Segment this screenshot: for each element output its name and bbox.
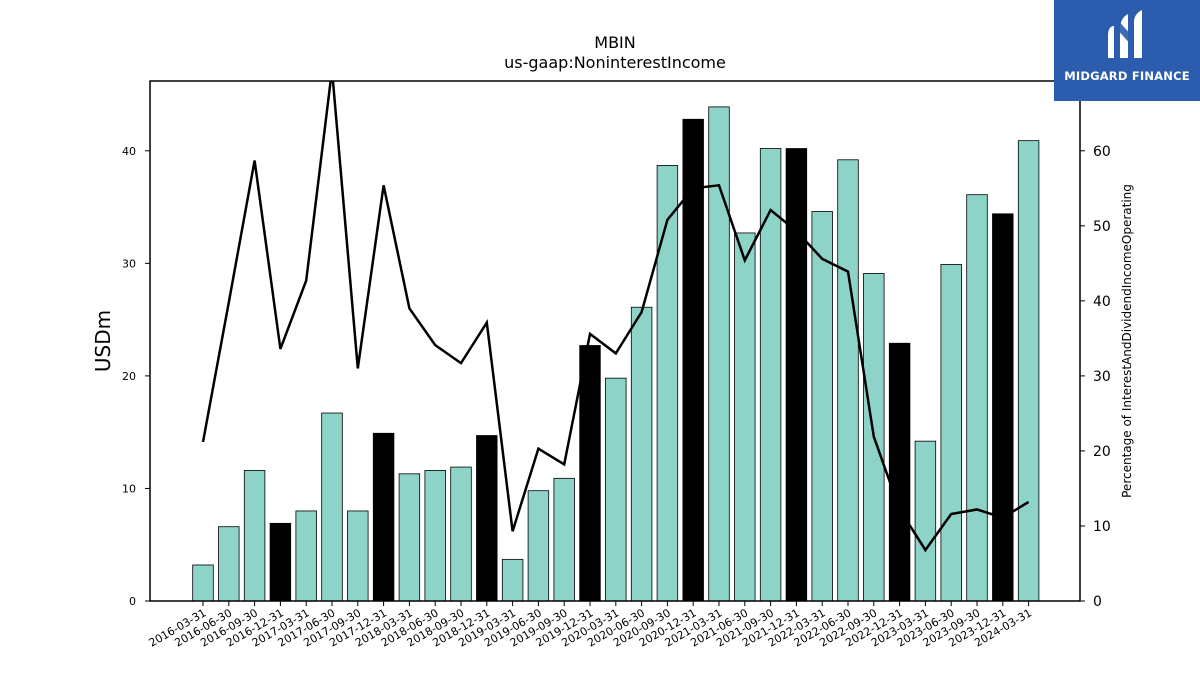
bar-2016-03-31 bbox=[192, 564, 214, 602]
bar-2024-03-31 bbox=[1017, 140, 1040, 602]
bar-2021-12-31 bbox=[785, 148, 808, 602]
y-tick-label-right: 60 bbox=[1093, 144, 1111, 160]
line-series bbox=[201, 81, 1030, 553]
midgard-finance-logo: MIDGARD FINANCE bbox=[1054, 0, 1200, 101]
bar-2019-06-30 bbox=[527, 490, 550, 602]
y-tick-label-left: 10 bbox=[122, 482, 136, 495]
midgard-m-icon bbox=[1108, 10, 1142, 58]
bar-2020-12-31 bbox=[682, 118, 704, 602]
bar-2021-03-31 bbox=[708, 106, 730, 602]
y-tick-label-right: 0 bbox=[1093, 594, 1102, 610]
chart-subtitle: us-gaap:NoninterestIncome bbox=[504, 53, 726, 72]
y-tick-label-right: 40 bbox=[1093, 294, 1111, 310]
bar-2020-03-31 bbox=[605, 377, 627, 602]
y-axis-left: 0 10 20 30 40 bbox=[122, 145, 150, 608]
y-tick-label-left: 30 bbox=[122, 257, 136, 270]
bar-2019-03-31 bbox=[501, 558, 524, 602]
bar-2023-12-31 bbox=[992, 213, 1014, 602]
y-tick-label-left: 0 bbox=[129, 595, 136, 608]
bar-2020-09-30 bbox=[656, 165, 679, 602]
y-axis-label-right: Percentage of InterestAndDividendIncomeO… bbox=[1120, 184, 1134, 498]
bar-2022-03-31 bbox=[811, 211, 833, 602]
y-tick-label-right: 30 bbox=[1093, 369, 1111, 385]
bar-2017-06-30 bbox=[321, 412, 343, 602]
bar-2016-06-30 bbox=[218, 526, 240, 602]
bar-2023-09-30 bbox=[966, 194, 988, 602]
bar-2021-06-30 bbox=[734, 232, 756, 602]
bar-2017-03-31 bbox=[295, 510, 317, 602]
y-tick-label-right: 20 bbox=[1093, 444, 1111, 460]
plot-frame bbox=[149, 80, 1081, 602]
y-tick-label-left: 20 bbox=[122, 370, 136, 383]
bar-2018-12-31 bbox=[476, 435, 498, 602]
y-axis-label-left: USDm bbox=[91, 310, 115, 372]
y-tick-label-left: 40 bbox=[122, 145, 136, 158]
y-axis-right: 0 10 20 30 40 50 60 bbox=[1080, 144, 1111, 610]
bar-2022-12-31 bbox=[888, 342, 911, 602]
bar-2018-09-30 bbox=[450, 466, 472, 602]
bar-2016-09-30 bbox=[243, 470, 266, 602]
bar-2018-03-31 bbox=[398, 473, 421, 602]
y-tick-label-right: 50 bbox=[1093, 219, 1111, 235]
bar-2023-03-31 bbox=[914, 440, 937, 602]
bar-2023-06-30 bbox=[940, 264, 962, 602]
bar-2016-12-31 bbox=[269, 522, 292, 602]
bar-series bbox=[192, 106, 1040, 602]
bar-2019-12-31 bbox=[579, 345, 601, 602]
bar-2020-06-30 bbox=[630, 306, 653, 602]
logo-text: MIDGARD FINANCE bbox=[1064, 69, 1190, 83]
bar-2017-12-31 bbox=[372, 432, 395, 602]
x-axis: 2016-03-312016-06-302016-09-302016-12-31… bbox=[147, 601, 1034, 650]
bar-2017-09-30 bbox=[347, 510, 369, 602]
y-tick-label-right: 10 bbox=[1093, 519, 1111, 535]
bar-2019-09-30 bbox=[553, 477, 575, 602]
bar-2022-06-30 bbox=[837, 159, 859, 602]
bar-2018-06-30 bbox=[424, 470, 446, 602]
chart-title: MBIN bbox=[594, 33, 635, 52]
line-percentage bbox=[201, 81, 1030, 553]
